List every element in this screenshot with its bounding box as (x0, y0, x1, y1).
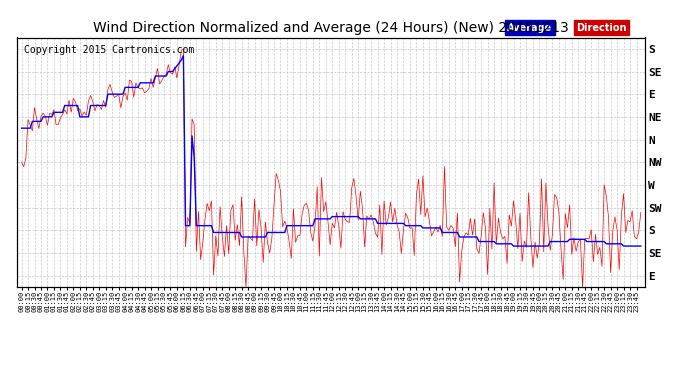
Text: Copyright 2015 Cartronics.com: Copyright 2015 Cartronics.com (23, 45, 194, 55)
Text: Average: Average (507, 22, 552, 33)
Text: Direction: Direction (576, 22, 627, 33)
Title: Wind Direction Normalized and Average (24 Hours) (New) 20151213: Wind Direction Normalized and Average (2… (93, 21, 569, 35)
